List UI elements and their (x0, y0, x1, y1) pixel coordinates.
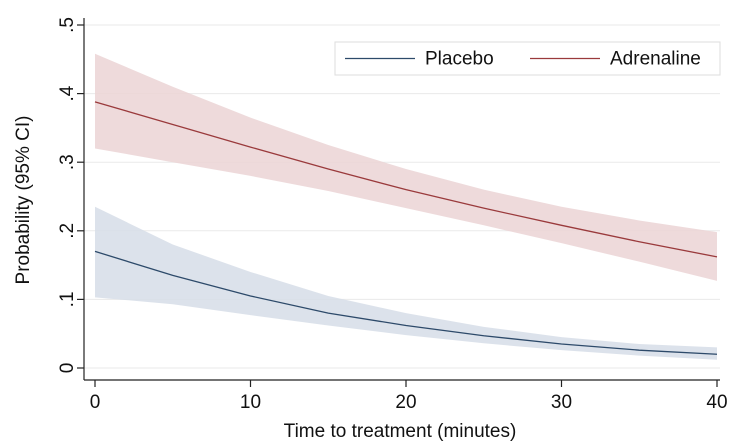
x-tick-label: 30 (551, 392, 572, 413)
y-tick-label: .1 (57, 291, 78, 307)
confidence-band (95, 206, 717, 360)
x-axis-label: Time to treatment (minutes) (284, 421, 517, 442)
line (94, 101, 718, 258)
legend-label: Adrenaline (610, 49, 701, 70)
y-tick-label: .2 (57, 223, 78, 239)
confidence-band (95, 53, 717, 281)
y-tick-label: .3 (57, 154, 78, 170)
x-tick-label: 0 (90, 392, 101, 413)
x-tick-label: 20 (395, 392, 416, 413)
legend-box (334, 41, 721, 76)
legend-label: Placebo (425, 49, 494, 70)
y-tick-label: .4 (57, 85, 78, 101)
x-tick-label: 40 (706, 392, 727, 413)
y-tick-label: .5 (57, 17, 78, 33)
y-axis-label: Probability (95% CI) (13, 116, 34, 285)
x-tick-label: 10 (240, 392, 261, 413)
y-tick-label: 0 (57, 363, 78, 374)
line (94, 250, 718, 355)
